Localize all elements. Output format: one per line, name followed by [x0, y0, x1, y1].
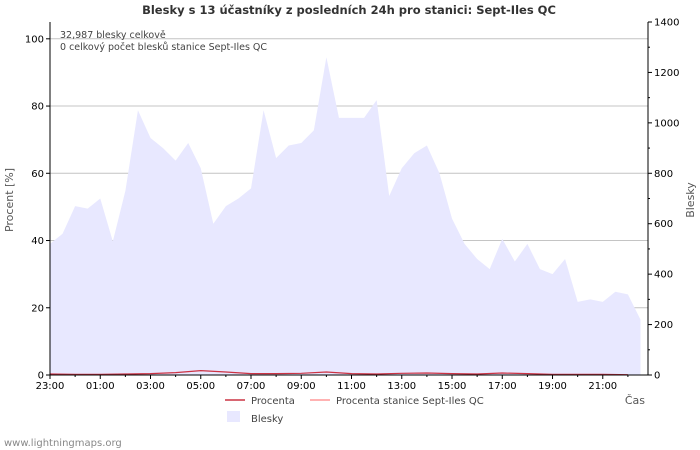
legend-label-procenta: Procenta	[251, 396, 295, 407]
y-tick-right-label: 1400	[654, 18, 679, 29]
x-tick-label: 19:00	[538, 381, 567, 392]
x-tick-label: 01:00	[86, 381, 115, 392]
x-tick-label: 07:00	[237, 381, 266, 392]
x-tick-label: 05:00	[186, 381, 215, 392]
x-tick-label: 03:00	[136, 381, 165, 392]
y-tick-left-label: 80	[31, 102, 44, 113]
y-tick-right-label: 800	[654, 169, 673, 180]
y-tick-right-label: 0	[654, 371, 660, 382]
annotation-station: 0 celkový počet blesků stanice Sept-Iles…	[60, 42, 267, 53]
x-tick-labels: 23:00 01:00 03:00 05:00 07:00 09:00 11:00 13:00…	[36, 375, 629, 392]
y-axis-left-label: Procent [%]	[3, 168, 16, 232]
legend-swatch-blesky	[227, 411, 240, 422]
y-tick-left-label: 0	[38, 371, 44, 382]
blesky-area	[50, 57, 641, 376]
right-tick-labels: 0 200 400 600 800 1000 1200 1400	[648, 18, 679, 382]
legend: Procenta Procenta stanice Sept-Iles QC B…	[225, 396, 484, 425]
procenta-line	[49, 370, 628, 376]
y-tick-right-label: 200	[654, 320, 673, 331]
y-axis-right-label: Blesky	[684, 182, 697, 218]
left-tick-labels: 0 20 40 60 80 100	[25, 34, 50, 382]
y-tick-left-label: 40	[31, 236, 44, 247]
legend-label-station: Procenta stanice Sept-Iles QC	[336, 396, 484, 407]
y-tick-right-label: 1200	[654, 68, 679, 79]
chart-title: Blesky s 13 účastníky z posledních 24h p…	[142, 3, 556, 17]
x-tick-label: 13:00	[387, 381, 416, 392]
legend-label-blesky: Blesky	[251, 414, 283, 425]
y-tick-left-label: 20	[31, 303, 44, 314]
footer-credit: www.lightningmaps.org	[4, 438, 122, 449]
y-tick-left-label: 100	[25, 34, 44, 45]
x-tick-label: 09:00	[287, 381, 316, 392]
x-tick-label: 17:00	[488, 381, 517, 392]
x-tick-label: 15:00	[438, 381, 467, 392]
blesky-area-group	[50, 57, 641, 376]
x-axis-label: Čas	[625, 394, 645, 407]
y-tick-right-label: 1000	[654, 118, 679, 129]
y-tick-left-label: 60	[31, 169, 44, 180]
y-tick-right-label: 600	[654, 219, 673, 230]
x-tick-label: 23:00	[36, 381, 65, 392]
x-tick-label: 11:00	[337, 381, 366, 392]
x-tick-label: 21:00	[588, 381, 617, 392]
y-tick-right-label: 400	[654, 270, 673, 281]
annotation-total: 32,987 blesky celkově	[60, 30, 166, 41]
